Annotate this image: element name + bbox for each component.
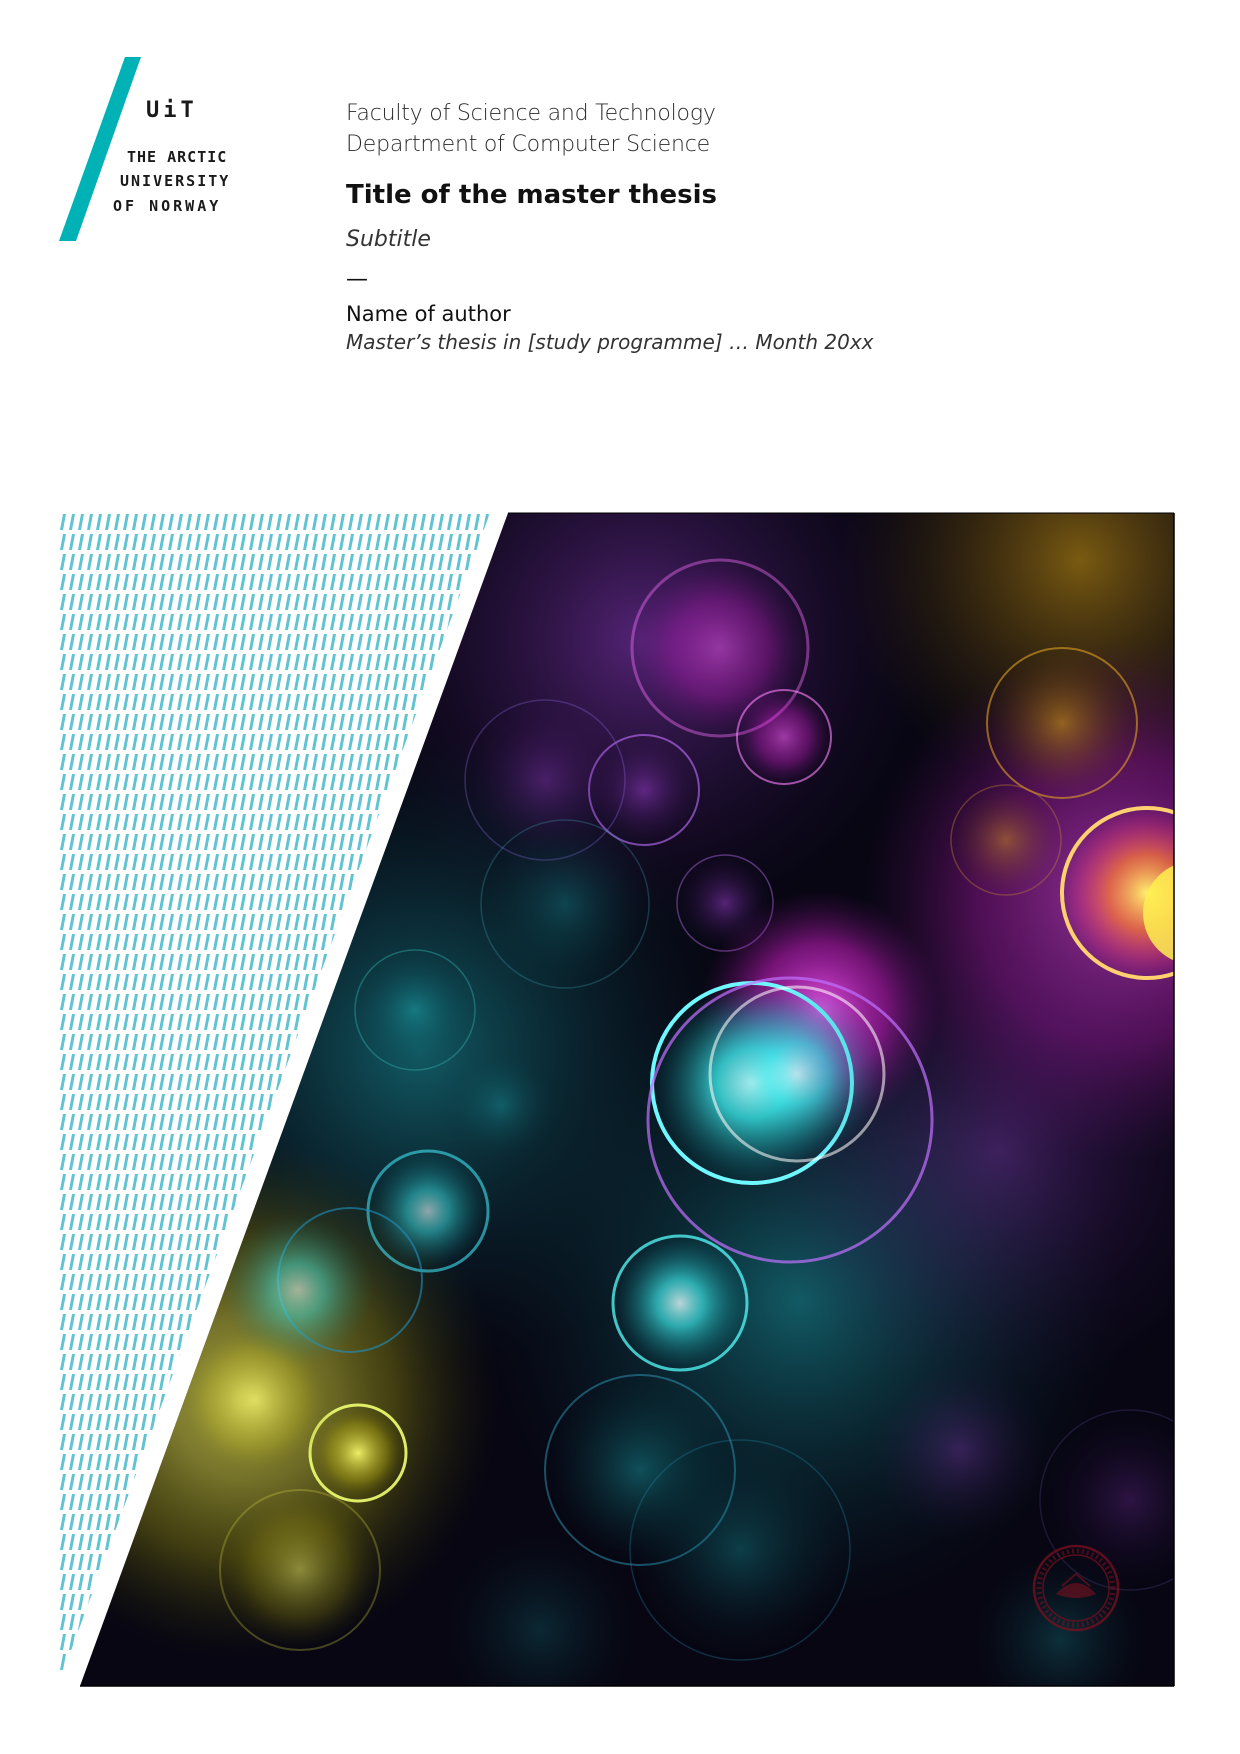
thesis-programme: Master’s thesis in [study programme] … M… — [346, 330, 874, 354]
separator-dash: — — [346, 267, 368, 292]
logo-line-2: UNIVERSITY — [120, 172, 231, 190]
author-name: Name of author — [346, 302, 511, 326]
thesis-header: Faculty of Science and Technology Depart… — [346, 98, 1186, 356]
thesis-title: Title of the master thesis — [346, 180, 718, 210]
department-name: Department of Computer Science — [346, 132, 710, 157]
university-seal-icon — [1032, 1544, 1120, 1632]
logo-slash-icon — [59, 57, 141, 241]
faculty-name: Faculty of Science and Technology — [346, 101, 716, 126]
logo-acronym: UiT — [146, 98, 198, 123]
logo-line-3: OF NORWAY — [113, 197, 222, 215]
logo-line-1: THE ARCTIC — [127, 148, 228, 166]
uit-logo: UiT THE ARCTIC UNIVERSITY OF NORWAY — [0, 0, 240, 250]
hatch-pattern — [58, 513, 490, 1686]
thesis-subtitle: Subtitle — [346, 227, 431, 252]
